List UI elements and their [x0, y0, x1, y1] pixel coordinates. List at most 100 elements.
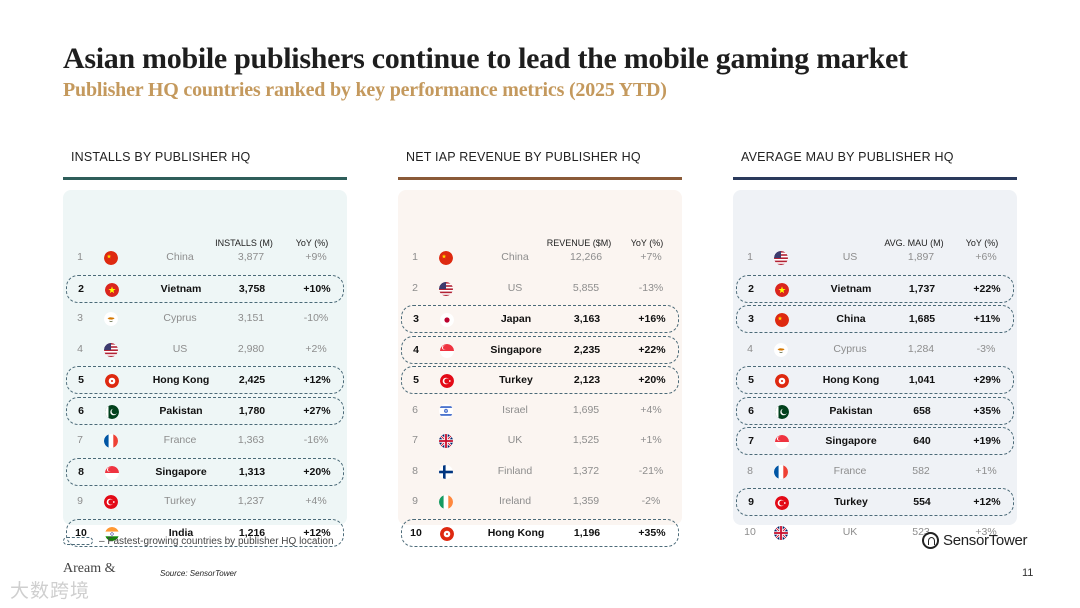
jp-flag-icon — [440, 313, 454, 327]
rank-cell: 10 — [75, 526, 87, 539]
yoy-cell: -2% — [641, 495, 661, 507]
panel-title: AVERAGE MAU BY PUBLISHER HQ — [741, 150, 954, 164]
table-row: 8 Finland 1,372 -21% — [401, 458, 679, 486]
value-cell: 1,363 — [237, 434, 265, 446]
rank-cell: 7 — [748, 435, 754, 447]
table-row: 2 Vietnam 1,737 +22% — [736, 274, 1014, 303]
cn-flag-icon — [775, 313, 789, 327]
hk-flag-icon — [775, 374, 789, 388]
country-cell: Vietnam — [830, 282, 872, 295]
table-row: 4 Singapore 2,235 +22% — [401, 335, 679, 364]
vn-flag-icon — [105, 282, 119, 297]
rank-cell: 9 — [748, 496, 754, 508]
rank-cell: 9 — [77, 495, 83, 507]
cy-flag-icon — [104, 312, 118, 326]
value-column-header: REVENUE ($M) — [546, 238, 612, 248]
yoy-cell: +10% — [303, 282, 331, 295]
country-cell: US — [842, 251, 858, 263]
panel-table: INSTALLS (M) YoY (%) 1 China 3,877 +9% 2 Viet… — [63, 190, 347, 547]
country-cell: Finland — [497, 464, 533, 477]
panel-table: AVG. MAU (M) YoY (%) 1 US 1,897 +6% 2 Vietnam… — [733, 190, 1017, 540]
tr-flag-icon — [440, 374, 454, 388]
rank-cell: 8 — [412, 464, 418, 477]
brand-name: SensorTower — [943, 532, 1028, 549]
rank-cell: 6 — [78, 404, 84, 417]
yoy-cell: +22% — [973, 282, 1001, 295]
hk-flag-icon — [440, 526, 454, 541]
value-cell: 658 — [913, 404, 931, 417]
yoy-cell: +35% — [973, 404, 1001, 417]
yoy-cell: +19% — [973, 435, 1001, 447]
table-row: 9 Turkey 554 +12% — [736, 488, 1014, 516]
value-cell: 1,359 — [572, 495, 600, 507]
legend: – Fastest-growing countries by publisher… — [63, 536, 334, 547]
value-cell: 1,313 — [238, 465, 266, 478]
value-cell: 3,758 — [238, 282, 266, 295]
value-cell: 1,695 — [572, 403, 600, 416]
country-cell: Pakistan — [159, 404, 203, 417]
panel-title: NET IAP REVENUE BY PUBLISHER HQ — [406, 150, 641, 164]
country-cell: UK — [507, 434, 523, 446]
value-cell: 1,196 — [573, 526, 601, 539]
yoy-cell: +2% — [305, 342, 327, 355]
table-row: 10 Hong Kong 1,196 +35% — [401, 518, 679, 547]
country-cell: Hong Kong — [487, 526, 545, 539]
yoy-cell: -13% — [638, 281, 664, 294]
yoy-cell: +1% — [975, 464, 997, 477]
yoy-cell: +12% — [303, 374, 331, 386]
rank-cell: 1 — [412, 251, 418, 263]
table-row: 3 Japan 3,163 +16% — [401, 305, 679, 333]
value-cell: 1,685 — [908, 313, 936, 325]
table-row: 6 Pakistan 658 +35% — [736, 396, 1014, 425]
panel-rule — [398, 177, 682, 180]
rank-cell: 4 — [747, 342, 753, 355]
country-cell: Singapore — [490, 343, 542, 356]
table-row: 5 Hong Kong 2,425 +12% — [66, 366, 344, 394]
rank-cell: 4 — [413, 343, 419, 356]
value-cell: 1,041 — [908, 374, 936, 386]
sg-flag-icon — [105, 465, 119, 480]
rank-cell: 3 — [413, 313, 419, 325]
yoy-cell: -16% — [303, 434, 329, 446]
country-cell: India — [168, 526, 194, 539]
table-row: 10 India 1,216 +12% — [66, 518, 344, 547]
country-cell: Singapore — [155, 465, 207, 478]
value-cell: 3,163 — [573, 313, 601, 325]
yoy-cell: -21% — [638, 464, 664, 477]
table-row: 3 China 1,685 +11% — [736, 305, 1014, 333]
source-note: Source: SensorTower — [160, 569, 237, 578]
rank-cell: 3 — [748, 313, 754, 325]
country-cell: Israel — [502, 403, 528, 416]
revenue-panel: NET IAP REVENUE BY PUBLISHER HQ REVENUE … — [398, 150, 682, 547]
rank-cell: 3 — [77, 312, 83, 324]
rank-cell: 2 — [412, 281, 418, 294]
uk-flag-icon — [774, 525, 788, 540]
rank-cell: 10 — [744, 525, 756, 538]
fr-flag-icon — [104, 434, 118, 448]
yoy-cell: +9% — [305, 251, 327, 263]
value-cell: 1,237 — [237, 495, 265, 507]
table-row: 7 Singapore 640 +19% — [736, 427, 1014, 455]
value-cell: 3,877 — [237, 251, 265, 263]
country-cell: Turkey — [834, 496, 868, 508]
value-cell: 1,284 — [907, 342, 935, 355]
yoy-column-header: YoY (%) — [965, 238, 999, 248]
country-cell: Cyprus — [833, 342, 867, 355]
value-cell: 582 — [912, 464, 930, 477]
hk-flag-icon — [105, 374, 119, 388]
table-row: 4 Cyprus 1,284 -3% — [736, 336, 1014, 364]
value-cell: 1,525 — [572, 434, 600, 446]
yoy-cell: +4% — [305, 495, 327, 507]
yoy-cell: +16% — [638, 313, 666, 325]
country-cell: US — [507, 281, 523, 294]
table-row: 1 China 12,266 +7% — [401, 244, 679, 272]
yoy-cell: +20% — [303, 465, 331, 478]
table-row: 6 Pakistan 1,780 +27% — [66, 396, 344, 425]
rank-cell: 8 — [747, 464, 753, 477]
dashed-outline-swatch — [63, 537, 93, 546]
yoy-cell: +4% — [640, 403, 662, 416]
country-cell: US — [172, 342, 188, 355]
us-flag-icon — [439, 281, 453, 296]
legend-text: – Fastest-growing countries by publisher… — [99, 536, 334, 547]
value-column-header: AVG. MAU (M) — [884, 238, 944, 248]
